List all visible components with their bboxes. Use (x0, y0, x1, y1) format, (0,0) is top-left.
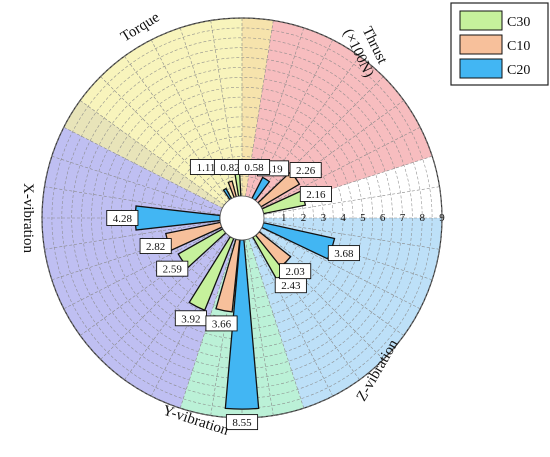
radial-tick-label: 1 (281, 212, 287, 224)
data-label-c20-y-vibration: 8.55 (232, 417, 252, 429)
legend-swatch-c20 (459, 58, 503, 79)
center-hole (219, 195, 265, 241)
data-label-c30-z-vibration: 2.43 (281, 280, 301, 292)
data-label-c20-x-vibration: 4.28 (113, 213, 133, 225)
grid-ring (130, 106, 354, 330)
sector-thrust (242, 18, 433, 218)
radial-tick-label: 9 (439, 212, 445, 224)
data-label-box (237, 159, 271, 175)
data-labels: 2.16 2.43 3.92 2.59 1.11 2.26 2.03 3.66 2.82 0.82… (106, 159, 360, 431)
data-label-c30-x-vibration: 2.59 (163, 264, 183, 276)
data-label-c20-z-vibration: 3.68 (334, 248, 354, 260)
data-label-c10-z-vibration: 2.03 (286, 266, 306, 278)
radial-tick-label: 4 (340, 212, 346, 224)
data-label-box (106, 210, 139, 226)
data-label-c10-x-vibration: 2.82 (146, 241, 165, 253)
data-label-c30-y-vibration: 3.92 (181, 313, 200, 325)
category-title-group: X-vibration (20, 183, 36, 253)
data-label-c20-torque: 0.58 (244, 162, 264, 174)
grid-ring (120, 96, 364, 340)
data-label-c30-thrust: 2.16 (306, 189, 326, 201)
data-label-box (289, 162, 322, 178)
data-label-box (327, 245, 360, 262)
legend-label-c10: C10 (507, 39, 530, 54)
data-label-box (139, 238, 172, 255)
radial-tick-label: 2 (301, 212, 307, 224)
legend-label-c30: C30 (507, 15, 530, 30)
data-label-c10-torque: 0.82 (220, 162, 239, 174)
radial-tick-label: 8 (419, 212, 425, 224)
legend: C30 C10 C20 (450, 2, 549, 86)
data-label-c30-torque: 1.11 (197, 162, 216, 174)
radial-tick-label: 3 (321, 212, 327, 224)
radial-tick-label: 5 (360, 212, 366, 224)
data-label-box (225, 414, 259, 431)
data-label-c10-y-vibration: 3.66 (212, 318, 232, 330)
data-label-box (279, 263, 312, 280)
category-title-x-vibration: X-vibration (20, 183, 36, 253)
radial-tick-label: 6 (380, 212, 386, 224)
radial-ticks: 1 2 3 4 5 6 7 8 9 (281, 212, 445, 224)
legend-swatch-c10 (459, 34, 503, 55)
grid-ring (51, 27, 433, 409)
radial-tick-label: 7 (400, 212, 406, 224)
data-label-box (299, 186, 332, 202)
data-label-c10-thrust: 2.26 (296, 165, 316, 177)
sector-x-vibration (41, 100, 242, 409)
legend-label-c20: C20 (507, 63, 530, 78)
data-label-box (156, 260, 189, 277)
data-label-box (205, 315, 238, 332)
legend-swatch-c30 (459, 10, 503, 31)
